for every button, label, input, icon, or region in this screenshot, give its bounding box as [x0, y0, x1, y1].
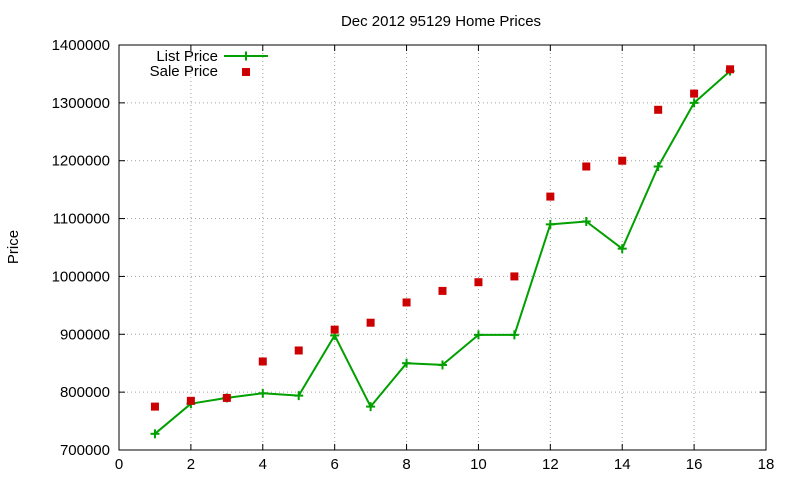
sale-price-point — [438, 286, 447, 295]
sale-price-point — [222, 393, 231, 402]
sale-price-point — [294, 346, 303, 355]
y-tick-label: 700000 — [60, 442, 110, 459]
list-price-point — [509, 330, 519, 340]
list-price-point — [258, 388, 268, 398]
list-price-point — [294, 391, 304, 401]
list-price-point — [617, 244, 627, 254]
sale-price-point — [474, 278, 483, 287]
list-price-point — [150, 429, 160, 439]
y-tick-label: 1100000 — [53, 211, 110, 228]
sale-price-point — [582, 162, 591, 171]
list-price-point — [366, 402, 376, 412]
sale-price-point — [546, 192, 555, 201]
legend-marker-list-price — [241, 51, 251, 61]
x-tick-label: 8 — [402, 456, 410, 473]
legend-marker-sale-price — [242, 68, 250, 76]
legend-label-list-price: List Price — [156, 48, 218, 65]
x-tick-label: 18 — [758, 456, 775, 473]
sale-price-point — [150, 402, 159, 411]
y-tick-label: 1200000 — [52, 153, 110, 170]
list-price-point — [402, 358, 412, 368]
x-tick-label: 4 — [259, 456, 267, 473]
list-price-point — [438, 360, 447, 370]
sale-price-point — [186, 396, 195, 405]
sale-price-point — [258, 357, 267, 366]
y-tick-label: 1000000 — [52, 268, 110, 285]
plot-frame — [118, 44, 767, 451]
axes: 0 2 4 6 8 10 12 14 16 18 700000 800000 900000 1000000… — [52, 37, 775, 473]
x-tick-label: 2 — [187, 456, 195, 473]
x-tick-label: 10 — [470, 456, 487, 473]
list-price-point — [653, 162, 663, 171]
list-price-point — [581, 216, 591, 226]
sale-price-point — [366, 318, 375, 327]
legend-label-sale-price: Sale Price — [150, 63, 218, 80]
x-tick-label: 6 — [330, 456, 338, 473]
list-price-point — [689, 98, 699, 108]
legend: List Price Sale Price — [150, 48, 268, 80]
grid — [119, 45, 766, 450]
x-tick-label: 0 — [115, 456, 123, 473]
sale-price-point — [654, 105, 663, 114]
sale-price-point — [726, 65, 735, 74]
y-tick-label: 1300000 — [52, 95, 110, 112]
sale-price-point — [618, 156, 627, 165]
y-tick-label: 900000 — [60, 326, 110, 343]
chart-title: Dec 2012 95129 Home Prices — [341, 13, 541, 30]
x-tick-label: 14 — [614, 456, 631, 473]
sale-price-point — [690, 89, 699, 98]
y-tick-label: 800000 — [60, 384, 110, 401]
sale-price-point — [402, 298, 411, 307]
y-axis-label: Price — [5, 230, 22, 264]
sale-price-point — [330, 325, 339, 334]
x-tick-label: 16 — [686, 456, 703, 473]
list-price-line — [154, 70, 731, 435]
sale-price-point — [510, 272, 519, 281]
y-tick-label: 1400000 — [52, 37, 110, 54]
plot-area — [150, 65, 735, 439]
x-tick-label: 12 — [542, 456, 559, 473]
list-price-point — [473, 330, 483, 340]
list-price-point — [545, 219, 555, 229]
